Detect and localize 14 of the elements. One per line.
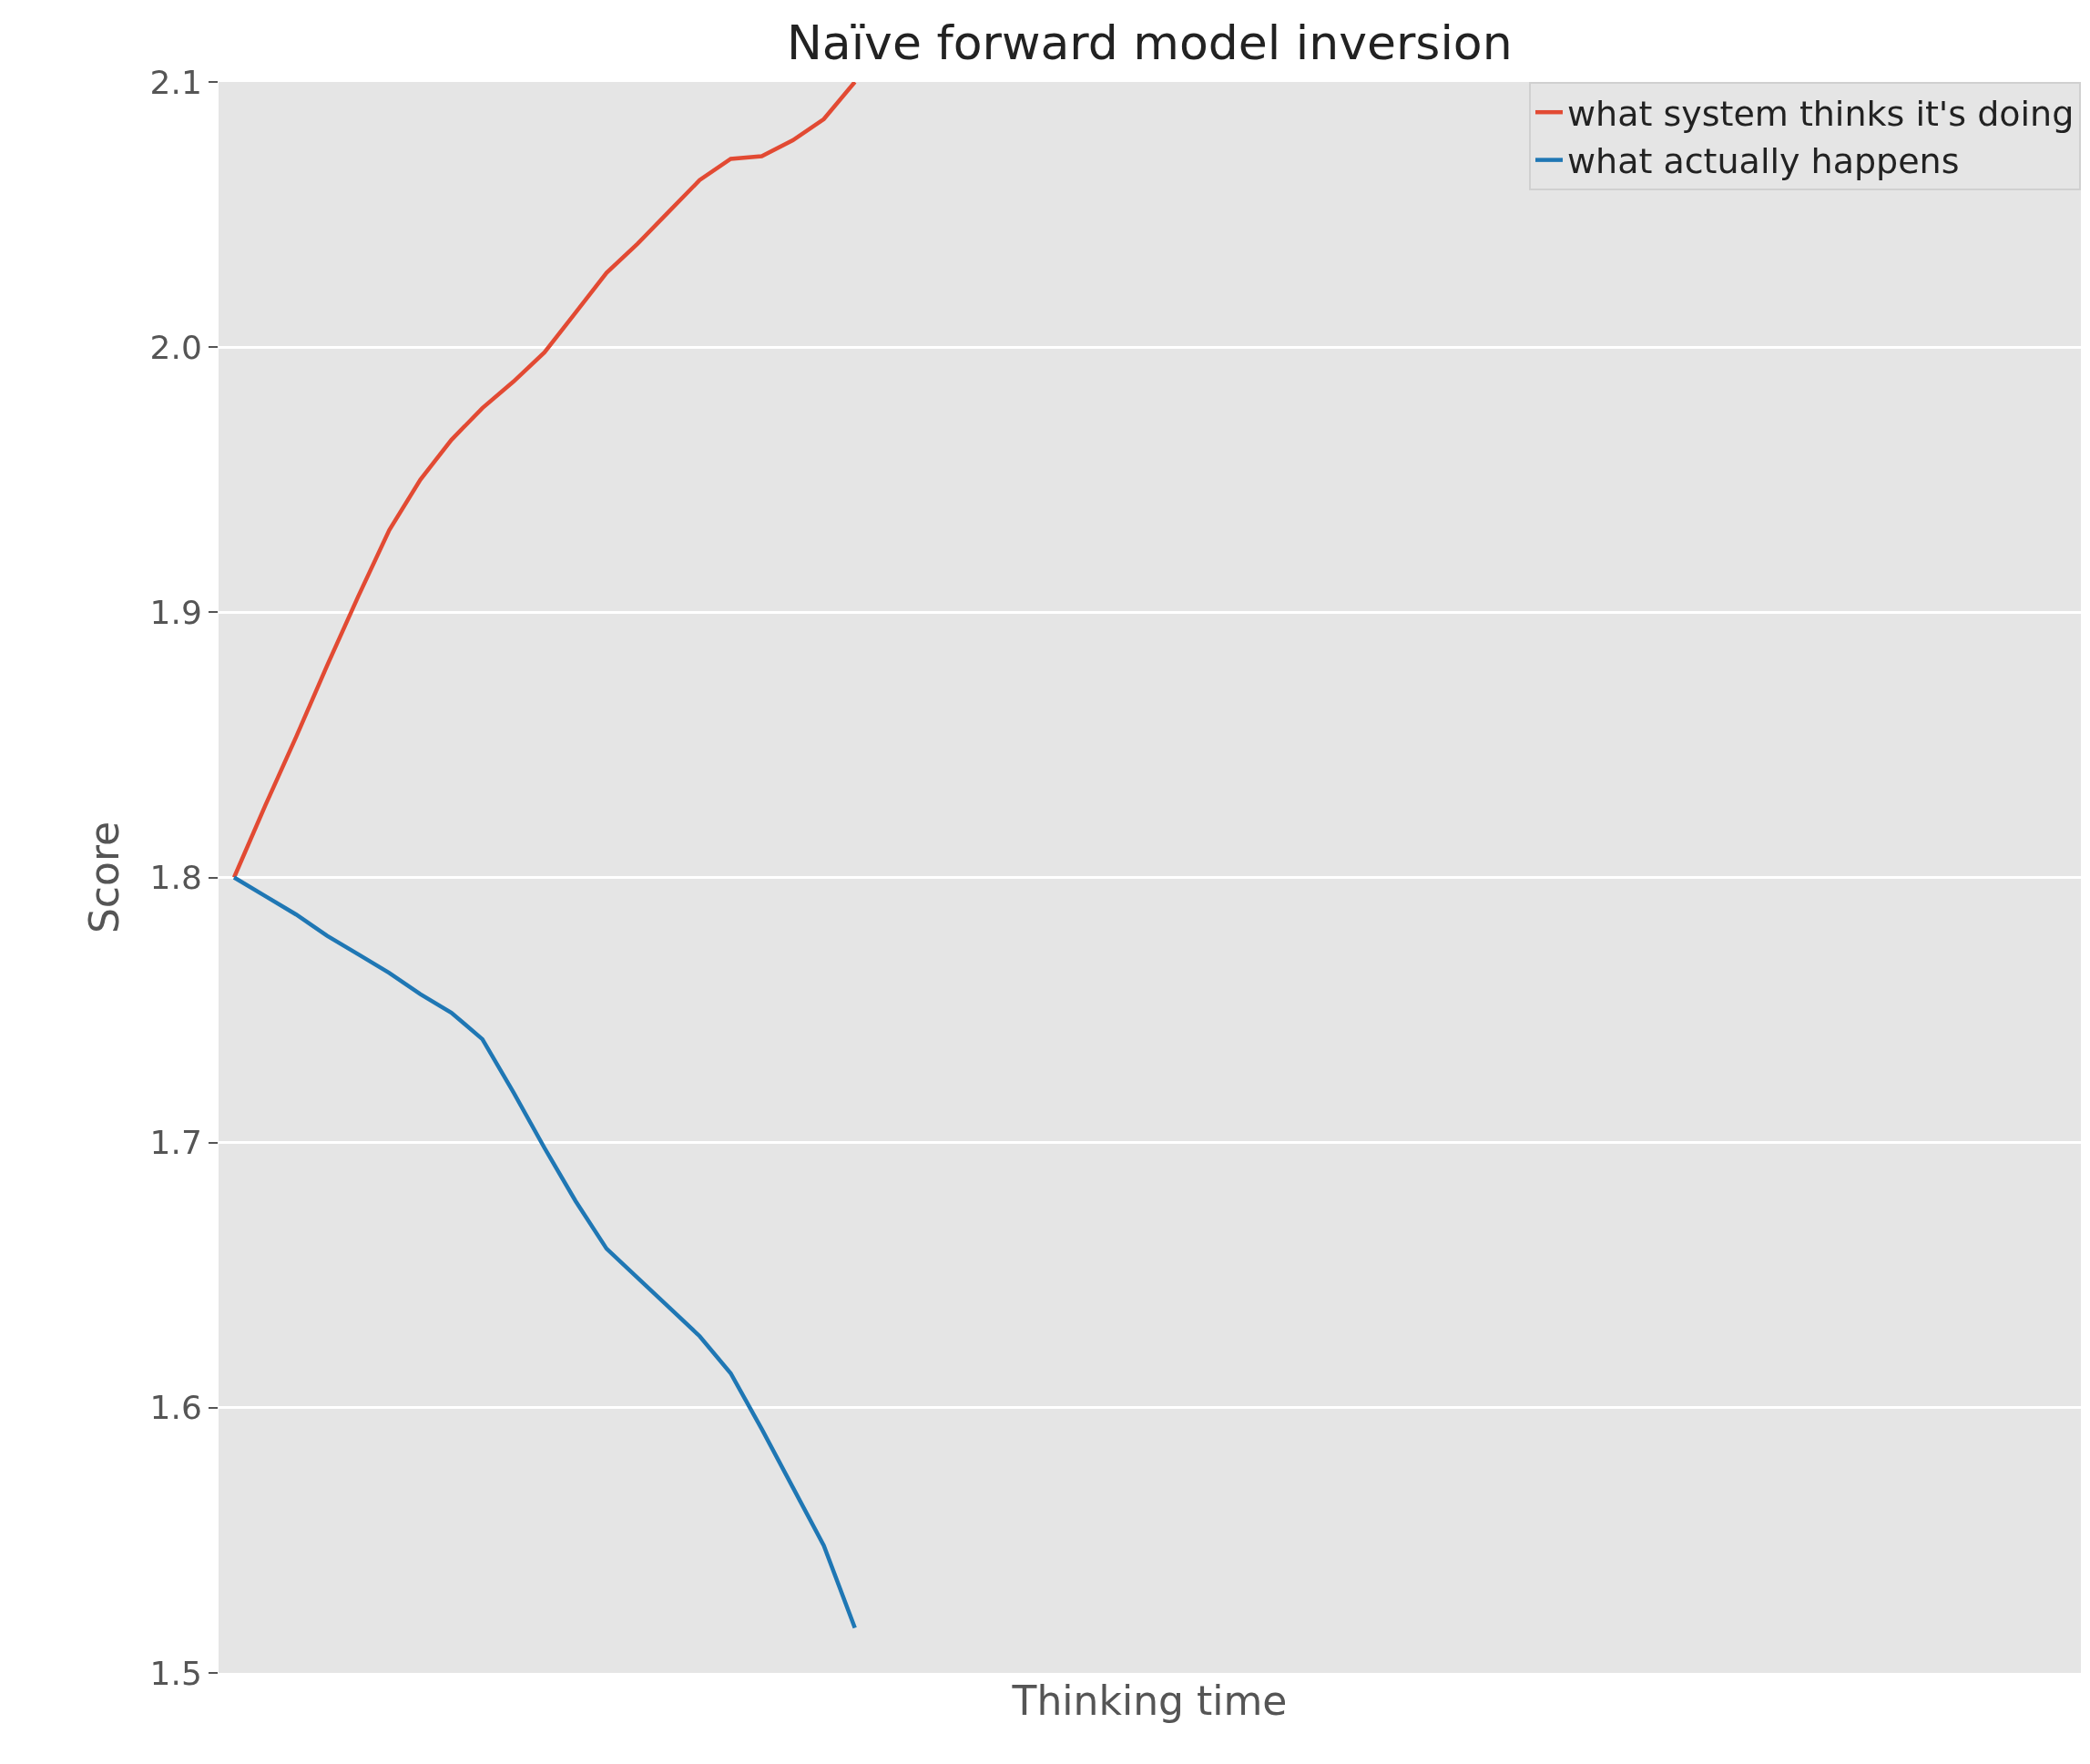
- y-tick-label: 1.6: [149, 1389, 202, 1427]
- line-series: [231, 82, 857, 880]
- legend-label: what actually happens: [1567, 141, 1960, 182]
- y-axis-title: Score: [80, 821, 127, 934]
- y-tick-label: 2.0: [149, 328, 202, 366]
- line-series: [231, 875, 857, 1630]
- chart-title: Naïve forward model inversion: [786, 15, 1513, 71]
- y-tick-label: 1.9: [149, 593, 202, 631]
- y-tick-label: 1.8: [149, 859, 202, 897]
- x-axis-title: Thinking time: [1011, 1677, 1288, 1725]
- legend-label: what system thinks it's doing: [1567, 94, 2075, 135]
- y-tick-label: 1.7: [149, 1124, 202, 1162]
- y-tick-label: 2.1: [149, 63, 202, 101]
- y-tick-label: 1.5: [149, 1654, 202, 1692]
